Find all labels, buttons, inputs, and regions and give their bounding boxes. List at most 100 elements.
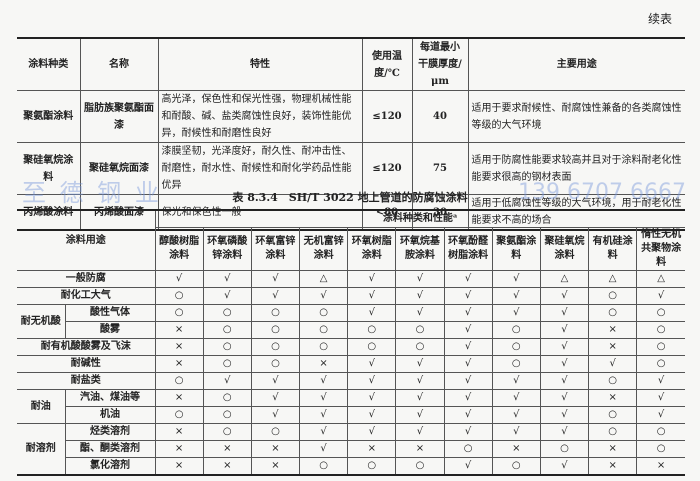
table-row: 酯、酮类溶剂 × × × √ × × ○ × ○ × ○ xyxy=(17,440,685,458)
column-header-row: 醇酸树脂涂料 环氧磷酸锌涂料 环氧富锌涂料 无机富锌涂料 环氧树脂涂料 环氧烷基胺涂料 环氧… xyxy=(17,227,685,271)
min-dft: 75 xyxy=(411,142,469,195)
service-temperature: ≤120 xyxy=(361,90,413,143)
rating-cell: ○ xyxy=(636,338,685,356)
rating-cell: √ xyxy=(443,406,493,424)
rating-cell: ○ xyxy=(588,287,638,305)
rating-cell: × xyxy=(588,321,638,339)
rating-cell: √ xyxy=(636,372,685,390)
rating-cell: √ xyxy=(491,406,541,424)
rating-cell: √ xyxy=(299,287,349,305)
column-header: 环氧富锌涂料 xyxy=(250,227,301,271)
rating-cell: √ xyxy=(636,406,685,424)
main-use: 适用于要求耐候性、耐腐蚀性兼备的各类腐蚀性等级的大气环境 xyxy=(467,90,685,143)
rating-cell: √ xyxy=(539,457,590,476)
rating-cell: × xyxy=(250,457,301,476)
rating-cell: × xyxy=(154,321,204,339)
coating-properties-table: 涂料种类 名称 特性 使用温度/℃ 每道最小干膜厚度/μm 主要用途 聚氨酯涂料… xyxy=(17,37,685,231)
header-cell: 使用温度/℃ xyxy=(361,37,413,91)
rating-cell: √ xyxy=(636,389,685,407)
rating-cell: √ xyxy=(539,338,590,356)
main-use: 适用于防腐性能要求较高并且对于涂料耐老化性能要求很高的钢材表面 xyxy=(467,142,685,195)
rating-cell: ○ xyxy=(299,338,349,356)
table-row: 机油 ○ ○ √ √ √ √ √ √ √ ○ √ xyxy=(17,406,685,424)
rating-cell: √ xyxy=(347,270,397,288)
rating-cell: ○ xyxy=(347,457,397,476)
rating-cell: ○ xyxy=(636,304,685,322)
rating-cell: √ xyxy=(347,304,397,322)
rating-cell: √ xyxy=(588,355,638,373)
table-row: 耐化工大气 ○ √ √ √ √ √ √ √ √ ○ √ xyxy=(17,287,685,305)
table-row: 耐溶剂 烃类溶剂 × ○ ○ √ √ √ √ √ √ ○ ○ xyxy=(17,423,685,476)
rating-cell: △ xyxy=(299,270,349,288)
rating-cell: √ xyxy=(443,270,493,288)
rating-cell: ○ xyxy=(588,372,638,390)
rating-cell: × xyxy=(154,338,204,356)
rating-cell: √ xyxy=(347,287,397,305)
table-row: 一般防腐 √ √ √ △ √ √ √ √ △ △ △ xyxy=(17,270,685,288)
rating-cell: √ xyxy=(491,304,541,322)
rating-cell: √ xyxy=(636,287,685,305)
rating-cell: ○ xyxy=(250,304,301,322)
column-header: 有机硅涂料 xyxy=(588,227,638,271)
rating-cell: ○ xyxy=(588,423,638,441)
rating-cell: ○ xyxy=(154,287,204,305)
table-title: 表 8.3.4 SH/T 3022 地上管道的防腐蚀涂料 xyxy=(232,191,468,204)
rating-cell: √ xyxy=(250,372,301,390)
rating-cell: √ xyxy=(395,389,445,407)
rating-cell: √ xyxy=(347,355,397,373)
rating-cell: ○ xyxy=(202,389,252,407)
rating-cell: √ xyxy=(491,423,541,441)
rating-cell: ○ xyxy=(539,440,590,458)
rating-cell: √ xyxy=(491,287,541,305)
column-header: 聚硅氧烷涂料 xyxy=(539,227,590,271)
header-cell: 每道最小干膜厚度/μm xyxy=(411,37,469,91)
rating-cell: ○ xyxy=(395,338,445,356)
rating-cell: ○ xyxy=(347,338,397,356)
rating-cell: √ xyxy=(539,423,590,441)
table-row: 聚硅氧烷涂料 聚硅氧烷面漆 漆膜坚韧，光泽度好，耐久性、耐冲击性、耐磨性，耐水性、耐… xyxy=(17,142,685,195)
column-header: 醇酸树脂涂料 xyxy=(155,227,204,271)
rating-cell: √ xyxy=(539,389,590,407)
properties: 高光泽，保色性和保光性强，物理机械性能和耐酸、碱、盐类腐蚀性良好，装饰性能优异，… xyxy=(157,90,363,143)
continued-label: 续表 xyxy=(647,12,672,26)
rating-cell: ○ xyxy=(588,304,638,322)
rating-cell: √ xyxy=(443,304,493,322)
rating-cell: ○ xyxy=(202,355,252,373)
column-header: 环氧烷基胺涂料 xyxy=(395,227,445,271)
row-label: 烃类溶剂 xyxy=(64,423,156,441)
rating-cell: × xyxy=(154,440,204,458)
service-temperature: ≤120 xyxy=(361,142,413,195)
rating-cell: × xyxy=(299,355,349,373)
rating-cell: ○ xyxy=(154,304,204,322)
row-label: 汽油、煤油等 xyxy=(64,389,156,407)
rating-cell: ○ xyxy=(491,338,541,356)
rating-cell: √ xyxy=(250,389,301,407)
anticorrosion-coating-table: 涂料用途 涂料种类和性能ᵃ 醇酸树脂涂料 环氧磷酸锌涂料 环氧富锌涂料 无机富锌涂料环… xyxy=(17,209,685,476)
rating-cell: ○ xyxy=(636,321,685,339)
product-name: 脂肪族聚氨酯面漆 xyxy=(79,90,159,143)
rating-cell: △ xyxy=(539,270,590,288)
row-group: 耐油 xyxy=(17,389,66,424)
rating-cell: ○ xyxy=(154,406,204,424)
rating-cell: √ xyxy=(539,372,590,390)
rating-cell: ○ xyxy=(395,321,445,339)
rating-cell: √ xyxy=(299,440,349,458)
rating-cell: √ xyxy=(299,423,349,441)
rating-cell: √ xyxy=(250,270,301,288)
table-row: 耐有机酸酸雾及飞沫 × ○ ○ ○ ○ ○ √ ○ √ × ○ xyxy=(17,338,685,356)
rating-cell: √ xyxy=(539,287,590,305)
row-label: 耐有机酸酸雾及飞沫 xyxy=(17,338,156,356)
group-header: 涂料种类和性能ᵃ xyxy=(154,209,685,228)
rating-cell: √ xyxy=(539,321,590,339)
header-cell: 涂料种类 xyxy=(17,37,81,91)
rating-cell: ○ xyxy=(202,338,252,356)
rating-cell: × xyxy=(395,440,445,458)
rating-cell: √ xyxy=(202,287,252,305)
rating-cell: × xyxy=(588,338,638,356)
rating-cell: ○ xyxy=(443,440,493,458)
rating-cell: √ xyxy=(491,372,541,390)
coating-type: 聚氨酯涂料 xyxy=(17,90,81,143)
row-label: 酸雾 xyxy=(65,321,156,339)
rating-cell: ○ xyxy=(491,321,541,339)
column-header: 聚氨酯涂料 xyxy=(491,227,541,271)
